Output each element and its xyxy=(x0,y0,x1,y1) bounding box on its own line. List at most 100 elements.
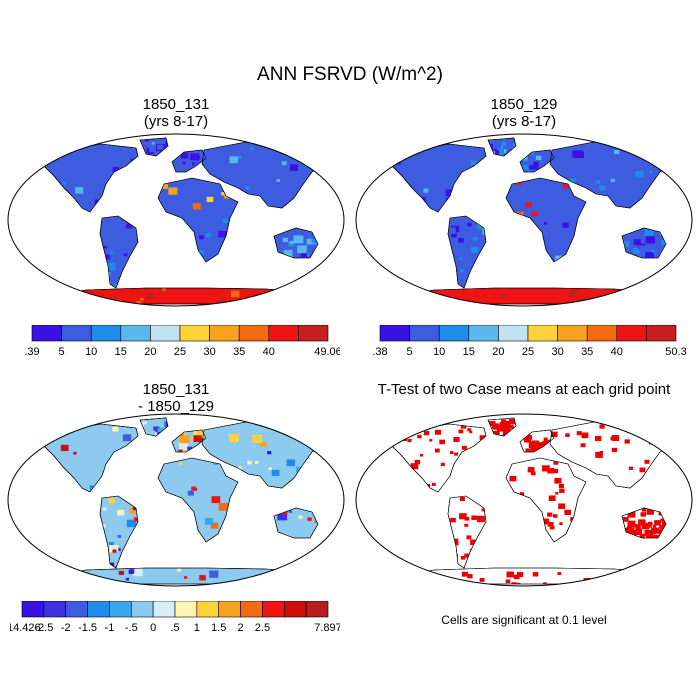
colorbar-box xyxy=(238,325,270,342)
panel-1-title-line2: (yrs 8-17) xyxy=(143,113,209,130)
colorbar-tick-label: 30 xyxy=(551,346,563,358)
colorbar-tick-label: 20 xyxy=(144,346,156,358)
colorbar-box xyxy=(283,601,307,618)
colorbar-tick-label: 15 xyxy=(463,346,475,358)
colorbar-tick-label: .39 xyxy=(24,346,39,358)
continent-north-america xyxy=(383,143,487,213)
colorbar-tick-label: 50.3 xyxy=(665,346,686,358)
colorbar-box xyxy=(130,601,154,618)
continent-north-america xyxy=(35,143,139,213)
colorbar-box xyxy=(65,601,88,618)
map-content xyxy=(35,137,330,305)
colorbar-box xyxy=(498,325,529,342)
colorbar-tick-label: 20 xyxy=(492,346,504,358)
colorbar-box xyxy=(305,601,329,618)
colorbar-box xyxy=(298,325,329,342)
panel-3-title-line2: - 1850_129 xyxy=(138,398,214,415)
colorbar-tick-label: -.5 xyxy=(125,622,138,634)
colorbar-tick-label: -14.426 xyxy=(10,622,41,634)
colorbar-tick-label: 35 xyxy=(581,346,593,358)
colorbar-tick-label: -2 xyxy=(61,622,71,634)
map-border xyxy=(355,413,693,587)
significance-note: Cells are significant at 0.1 level xyxy=(441,613,607,627)
colorbar-panel-3: -14.426-2.5 -2 -1.5 -1 -.5 0 .5 1 1.5 2 2.5 7.897 xyxy=(10,601,340,634)
colorbar-box xyxy=(90,325,122,342)
colorbar-tick-label: 10 xyxy=(433,346,445,358)
colorbar-box xyxy=(262,601,285,618)
map-panel-1 xyxy=(7,133,345,307)
colorbar-tick-label: .5 xyxy=(170,622,179,634)
colorbar-box xyxy=(150,325,181,342)
panel-3-title: 1850_131 - 1850_129 xyxy=(6,381,346,415)
colorbar-tick-label: -1.5 xyxy=(78,622,97,634)
colorbar-box xyxy=(379,325,410,342)
panel-2-title-line1: 1850_129 xyxy=(490,96,558,113)
colorbar-box xyxy=(409,325,440,342)
colorbar-box xyxy=(179,325,210,342)
colorbar-tick-label: 35 xyxy=(233,346,245,358)
panel-2-title: 1850_129 (yrs 8-17) xyxy=(354,96,694,130)
colorbar-box xyxy=(468,325,499,342)
colorbar-box xyxy=(87,601,110,618)
colorbar-tick-label: 5 xyxy=(407,346,413,358)
colorbar-box xyxy=(586,325,618,342)
colorbar-box xyxy=(616,325,647,342)
colorbar-box xyxy=(120,325,151,342)
colorbar-tick-label: 40 xyxy=(263,346,275,358)
map-border xyxy=(7,413,345,587)
colorbar-tick-label: 15 xyxy=(115,346,127,358)
map-content xyxy=(383,137,678,305)
colorbar-tick-label: 1 xyxy=(194,622,200,634)
panel-1-title-line1: 1850_131 xyxy=(142,96,210,113)
colorbar-tick-label: 49.06 xyxy=(314,346,340,358)
colorbar-panel-1: .39 5 10 15 20 25 30 35 40 49.06 xyxy=(24,325,340,358)
colorbar-box xyxy=(152,601,176,618)
map-panel-3 xyxy=(7,413,345,587)
panel-2-title-line2: (yrs 8-17) xyxy=(491,113,557,130)
colorbar-tick-label: 25 xyxy=(174,346,186,358)
colorbar-tick-label: 5 xyxy=(59,346,65,358)
panel-4-title-line1: T-Test of two Case means at each grid po… xyxy=(377,381,671,398)
colorbar-tick-label: 2 xyxy=(238,622,244,634)
colorbar-box xyxy=(31,325,62,342)
colorbar-box xyxy=(438,325,470,342)
colorbar-tick-label: 2.5 xyxy=(255,622,270,634)
colorbar-box xyxy=(527,325,558,342)
panel-4-title: T-Test of two Case means at each grid po… xyxy=(344,381,700,398)
colorbar-box xyxy=(209,325,240,342)
colorbar-tick-label: .38 xyxy=(372,346,387,358)
continent-australia xyxy=(273,507,319,539)
panel-3-title-line1: 1850_131 xyxy=(142,381,210,398)
colorbar-box xyxy=(218,601,241,618)
colorbar-box xyxy=(196,601,220,618)
colorbar-box xyxy=(109,601,132,618)
colorbar-box xyxy=(557,325,588,342)
colorbar-box xyxy=(174,601,198,618)
map-panel-4 xyxy=(355,413,693,587)
colorbar-tick-label: 10 xyxy=(85,346,97,358)
colorbar-tick-label: 0 xyxy=(150,622,156,634)
colorbar-tick-label: 30 xyxy=(203,346,215,358)
colorbar-tick-label: -2.5 xyxy=(34,622,53,634)
colorbar-tick-label: -1 xyxy=(105,622,115,634)
colorbar-box xyxy=(240,601,263,618)
continent-antarctica xyxy=(49,567,330,585)
colorbar-box xyxy=(646,325,677,342)
continent-antarctica xyxy=(397,287,678,305)
colorbar-tick-label: 40 xyxy=(611,346,623,358)
colorbar-box xyxy=(61,325,92,342)
colorbar-box xyxy=(43,601,67,618)
colorbar-tick-label: 7.897 xyxy=(314,622,340,634)
figure-title: ANN FSRVD (W/m^2) xyxy=(257,64,443,85)
colorbar-box xyxy=(268,325,299,342)
map-content xyxy=(383,417,678,585)
colorbar-tick-label: 25 xyxy=(522,346,534,358)
map-border xyxy=(355,133,693,307)
continent-antarctica xyxy=(49,287,330,305)
map-content xyxy=(35,417,330,585)
panel-1-title: 1850_131 (yrs 8-17) xyxy=(6,96,346,130)
colorbar-box xyxy=(21,601,45,618)
map-panel-2 xyxy=(355,133,693,307)
continent-north-america xyxy=(35,423,139,493)
colorbar-tick-label: 1.5 xyxy=(211,622,226,634)
